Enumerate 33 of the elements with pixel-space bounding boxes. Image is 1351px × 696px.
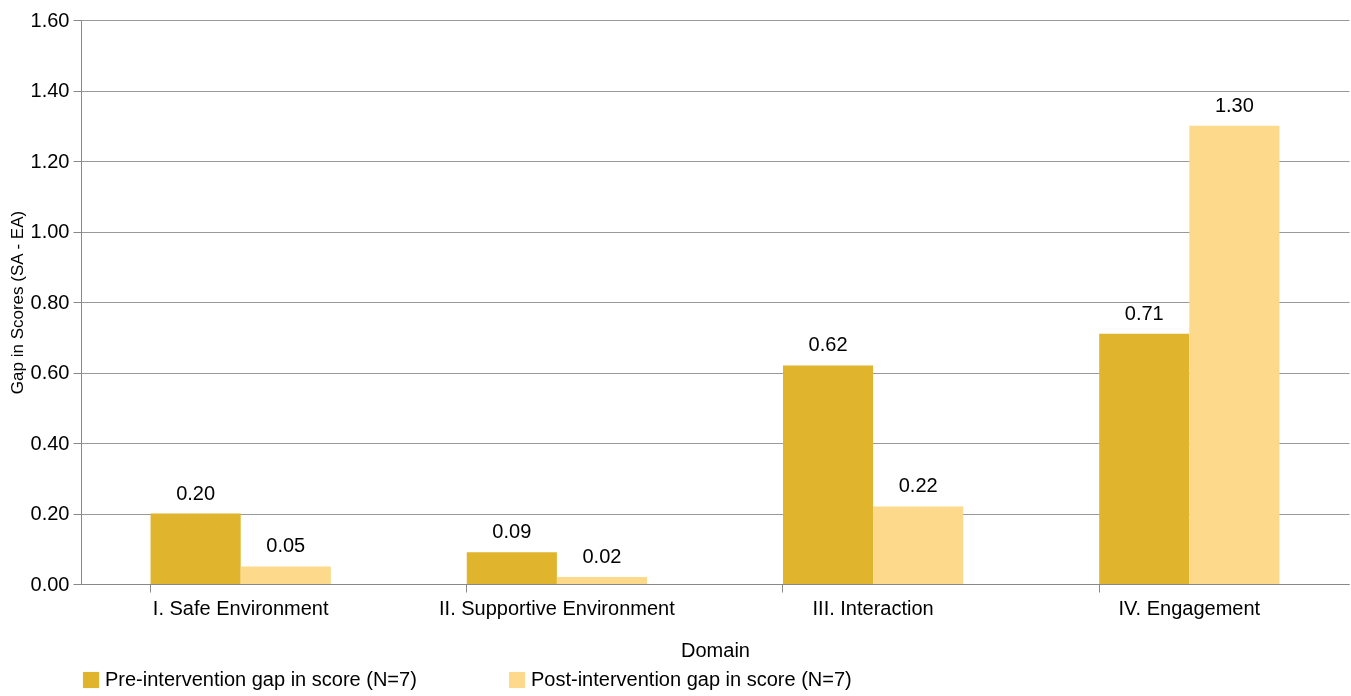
x-tick-label: II. Supportive Environment xyxy=(439,596,676,619)
bar xyxy=(782,365,874,584)
bar xyxy=(466,552,557,584)
y-tick-label: 1.00 xyxy=(30,220,70,242)
y-tick-label: 0.80 xyxy=(30,290,70,313)
y-tick-label: 0.60 xyxy=(30,361,70,383)
legend-label: Post-intervention gap in score (N=7) xyxy=(531,668,852,690)
data-label: 0.09 xyxy=(492,520,532,543)
data-label: 0.05 xyxy=(266,534,306,557)
x-tick-label: III. Interaction xyxy=(812,596,934,619)
data-label: 0.71 xyxy=(1124,301,1164,324)
y-tick-label: 1.20 xyxy=(30,149,70,172)
bar xyxy=(240,566,331,584)
y-tick-label: 0.00 xyxy=(30,572,70,595)
y-tick-label: 0.20 xyxy=(30,502,70,524)
y-tick-label: 0.40 xyxy=(30,431,70,454)
x-tick-label: I. Safe Environment xyxy=(152,596,329,619)
y-tick-label: 1.60 xyxy=(30,8,70,31)
data-label: 0.02 xyxy=(582,544,622,567)
data-label: 0.22 xyxy=(898,474,938,497)
legend-label: Pre-intervention gap in score (N=7) xyxy=(105,668,417,690)
bar xyxy=(1099,333,1190,584)
x-tick-label: IV. Engagement xyxy=(1118,596,1261,619)
bar xyxy=(150,513,241,584)
bar xyxy=(1189,125,1280,584)
data-label: 1.30 xyxy=(1214,93,1254,116)
data-label: 0.20 xyxy=(176,481,216,504)
y-axis-title: Gap in Scores (SA - EA) xyxy=(7,210,27,395)
data-label: 0.62 xyxy=(808,333,848,356)
x-axis-title: Domain xyxy=(681,638,750,661)
bar xyxy=(556,576,648,584)
y-tick-label: 1.40 xyxy=(30,79,70,101)
bar xyxy=(873,506,964,584)
